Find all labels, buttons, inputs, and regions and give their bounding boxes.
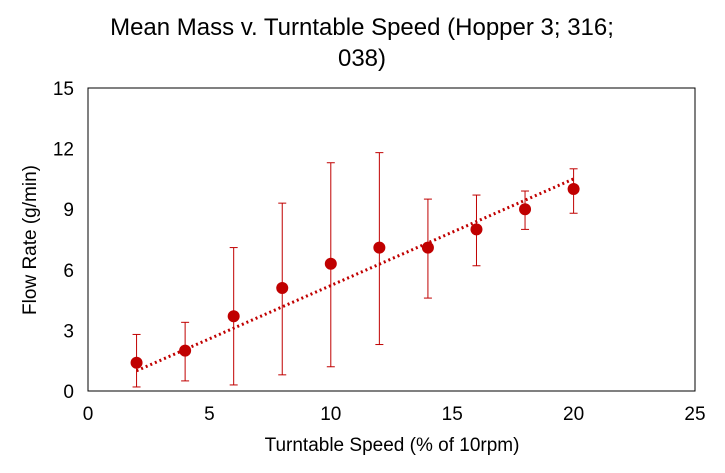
chart-title-line-2: 038) xyxy=(338,45,386,72)
data-point xyxy=(421,241,434,254)
data-point xyxy=(179,344,192,357)
error-bars xyxy=(132,152,578,388)
x-tick-label: 10 xyxy=(320,404,341,425)
chart-title: Mean Mass v. Turntable Speed (Hopper 3; … xyxy=(110,14,614,72)
y-tick-label: 6 xyxy=(63,261,74,282)
y-axis-title: Flow Rate (g/min) xyxy=(20,165,41,315)
data-point xyxy=(470,223,483,236)
y-tick-label: 3 xyxy=(63,321,74,342)
data-point xyxy=(567,183,580,195)
chart-title-line-1: Mean Mass v. Turntable Speed (Hopper 3; … xyxy=(110,14,614,41)
x-tick-label: 0 xyxy=(83,404,94,425)
x-axis-title: Turntable Speed (% of 10rpm) xyxy=(265,435,520,456)
y-tick-label: 12 xyxy=(53,140,74,161)
data-point xyxy=(130,356,143,369)
y-axis-ticks: 0 3 6 9 12 15 xyxy=(53,79,74,403)
data-point xyxy=(227,310,240,323)
y-tick-label: 9 xyxy=(63,200,74,221)
x-tick-label: 15 xyxy=(442,404,463,425)
x-axis-ticks: 0 5 10 15 20 25 xyxy=(83,404,706,425)
x-tick-label: 5 xyxy=(204,404,215,425)
y-tick-label: 15 xyxy=(53,79,74,100)
trendline xyxy=(135,177,575,373)
x-tick-label: 20 xyxy=(563,404,584,425)
plot-area-frame xyxy=(87,87,696,392)
data-point xyxy=(373,241,386,254)
y-tick-label: 0 xyxy=(63,382,74,403)
data-points xyxy=(130,183,580,369)
data-point xyxy=(276,281,289,294)
data-point xyxy=(324,257,337,270)
x-tick-label: 25 xyxy=(684,404,705,425)
data-point xyxy=(519,203,532,216)
trendline-layer xyxy=(135,177,575,373)
